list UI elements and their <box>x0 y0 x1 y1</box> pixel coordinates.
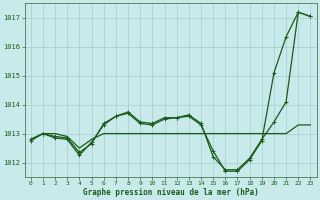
X-axis label: Graphe pression niveau de la mer (hPa): Graphe pression niveau de la mer (hPa) <box>83 188 259 197</box>
